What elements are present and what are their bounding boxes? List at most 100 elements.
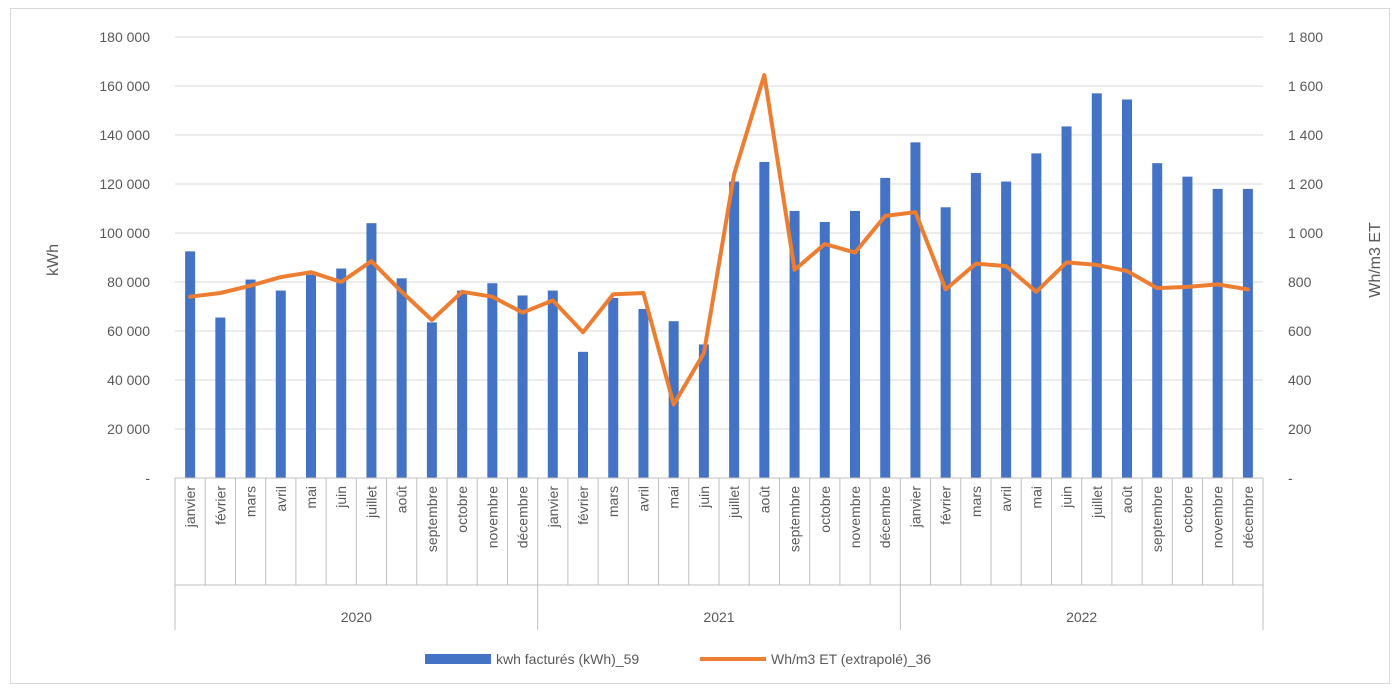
bar-series xyxy=(185,93,1253,479)
bar xyxy=(245,279,256,478)
bar xyxy=(1122,99,1132,478)
bar xyxy=(215,317,226,478)
bar xyxy=(1152,163,1163,479)
month-label: novembre xyxy=(1210,486,1226,548)
line-series-path xyxy=(188,73,1250,407)
month-label: mars xyxy=(605,486,621,517)
y-axis-right-title: Wh/m3 ET xyxy=(1367,222,1384,298)
y-right-tick-label: - xyxy=(1288,470,1293,486)
bar xyxy=(1182,176,1193,478)
month-label: mars xyxy=(243,486,259,517)
legend-label-bars: kwh facturés (kWh)_59 xyxy=(496,651,639,667)
month-label: novembre xyxy=(484,486,500,548)
month-label: juin xyxy=(333,486,349,509)
bar xyxy=(185,251,196,478)
month-label: juillet xyxy=(363,486,379,519)
month-label: février xyxy=(938,486,954,525)
bar xyxy=(850,210,860,478)
bar xyxy=(638,308,649,478)
bar xyxy=(457,290,468,478)
month-label: septembre xyxy=(424,486,440,552)
line-series xyxy=(188,73,1250,407)
month-label: juillet xyxy=(1089,486,1105,519)
y-left-tick-label: 120 000 xyxy=(99,176,150,192)
month-label: octobre xyxy=(817,486,833,533)
month-label: septembre xyxy=(1149,486,1165,552)
year-label: 2022 xyxy=(1066,609,1097,625)
y-left-tick-label: 140 000 xyxy=(99,127,150,143)
y-right-tick-label: 600 xyxy=(1288,323,1312,339)
month-label: février xyxy=(575,486,591,525)
bar xyxy=(1212,188,1223,478)
month-label: janvier xyxy=(182,486,198,529)
bar xyxy=(759,161,770,478)
legend: kwh facturés (kWh)_59 Wh/m3 ET (extrapol… xyxy=(425,651,931,667)
bar xyxy=(396,278,407,478)
month-label: octobre xyxy=(1179,486,1195,533)
y-right-tick-label: 1 000 xyxy=(1288,225,1323,241)
month-label: avril xyxy=(273,486,289,512)
month-label: mai xyxy=(303,486,319,509)
bar xyxy=(970,172,981,478)
bar xyxy=(517,295,528,478)
bar xyxy=(940,207,951,478)
y-right-tick-label: 1 200 xyxy=(1288,176,1323,192)
month-label: janvier xyxy=(907,486,923,529)
bar xyxy=(306,274,316,478)
month-label: novembre xyxy=(847,486,863,548)
bar xyxy=(1001,181,1012,479)
bar xyxy=(336,268,347,478)
bar xyxy=(819,221,830,478)
bar xyxy=(578,351,588,478)
bar xyxy=(910,142,921,478)
month-label: septembre xyxy=(787,486,803,552)
month-label: juin xyxy=(696,486,712,509)
y-left-tick-label: 180 000 xyxy=(99,29,150,45)
y-left-tick-label: 80 000 xyxy=(107,274,150,290)
month-label: août xyxy=(756,486,772,513)
axes: - - 20 000 200 40 000 400 60 000 600 80 000 800 10… xyxy=(99,29,1323,630)
bar xyxy=(487,283,498,478)
bar xyxy=(698,344,709,478)
bar xyxy=(547,290,558,478)
legend-swatch-bars xyxy=(425,654,491,664)
month-label: février xyxy=(212,486,228,525)
month-label: août xyxy=(394,486,410,513)
bar xyxy=(366,223,377,478)
month-label: décembre xyxy=(1240,486,1256,548)
month-label: avril xyxy=(635,486,651,512)
bar xyxy=(1031,153,1042,478)
y-left-tick-label: 160 000 xyxy=(99,78,150,94)
y-axis-left-title: kWh xyxy=(45,244,62,276)
bar xyxy=(880,177,891,478)
month-label: mai xyxy=(1028,486,1044,509)
bar xyxy=(1061,126,1072,479)
month-label: décembre xyxy=(515,486,531,548)
month-label: décembre xyxy=(877,486,893,548)
y-left-tick-label: 40 000 xyxy=(107,372,150,388)
month-label: mars xyxy=(968,486,984,517)
y-right-tick-label: 1 400 xyxy=(1288,127,1323,143)
month-label: juillet xyxy=(726,486,742,519)
bar xyxy=(1091,93,1102,478)
y-left-tick-label: 100 000 xyxy=(99,225,150,241)
bar xyxy=(275,290,286,478)
y-left-tick-label: 60 000 xyxy=(107,323,150,339)
month-label: août xyxy=(1119,486,1135,513)
y-right-tick-label: 200 xyxy=(1288,421,1312,437)
gridlines xyxy=(175,36,1263,430)
y-right-tick-label: 400 xyxy=(1288,372,1312,388)
month-label: octobre xyxy=(454,486,470,533)
year-label: 2020 xyxy=(341,609,372,625)
month-label: juin xyxy=(1059,486,1075,509)
y-left-tick-label: 20 000 xyxy=(107,421,150,437)
month-label: mai xyxy=(666,486,682,509)
y-right-tick-label: 800 xyxy=(1288,274,1312,290)
y-right-tick-label: 1 600 xyxy=(1288,78,1323,94)
bar xyxy=(729,181,740,479)
y-left-tick-label: - xyxy=(145,470,150,486)
year-label: 2021 xyxy=(703,609,734,625)
bar xyxy=(608,297,619,478)
bar xyxy=(1242,188,1253,478)
